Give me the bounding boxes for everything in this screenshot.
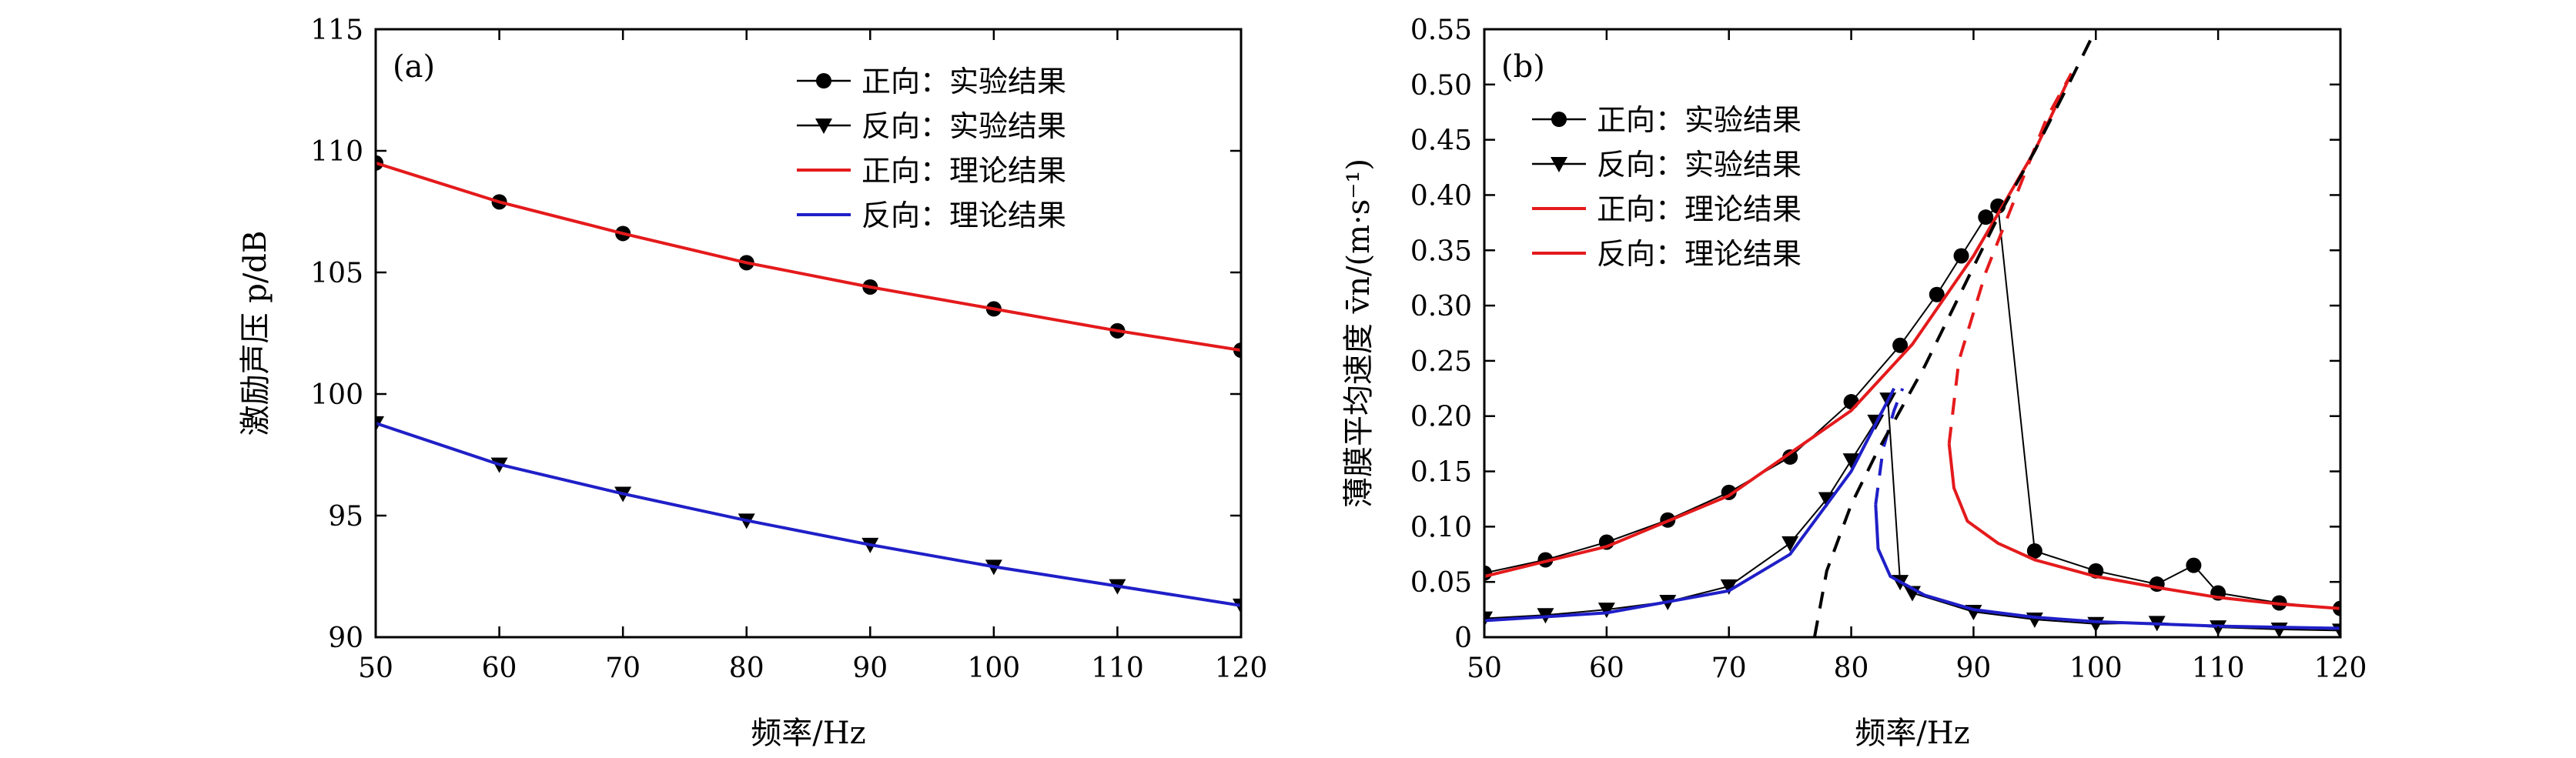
legend-label: 反向：理论结果: [1597, 237, 1802, 271]
legend-label: 正向：实验结果: [861, 65, 1066, 99]
legend-swatch-marker: [1551, 112, 1567, 127]
series-b-0-point: [2026, 543, 2042, 559]
chart-panel-b: 50 60 70 80 90 100 110 120 0 0.05 0.10 0.15 0.20 0.25…: [1341, 15, 2367, 751]
legend-swatch-marker: [1551, 157, 1567, 172]
y-tick-label: 95: [328, 501, 363, 533]
series-b-1-point: [1781, 536, 1799, 552]
y-tick-label: 0.15: [1410, 457, 1472, 489]
y-tick-label: 115: [310, 15, 363, 46]
legend-label: 正向：理论结果: [861, 154, 1066, 188]
series-group: [1484, 29, 2340, 637]
legend-label: 正向：实验结果: [1597, 103, 1802, 137]
series-b-1-point: [1842, 453, 1860, 469]
y-tick-label: 0.20: [1410, 402, 1472, 433]
chart-panel-a: 50 60 70 80 90 100 110 120 90 95 100 105 110 115 频率/Hz…: [238, 15, 1267, 751]
y-tick-label: 0.05: [1410, 567, 1472, 599]
y-tick-label: 0.10: [1410, 512, 1472, 543]
y-tick-label: 0.25: [1410, 346, 1472, 378]
x-tick-label: 60: [1589, 653, 1624, 684]
series-a-3-line: [376, 422, 1241, 607]
y-tick-label: 0: [1454, 623, 1472, 654]
series-a-1-connector: [376, 422, 1241, 606]
legend-swatch-marker: [815, 119, 832, 134]
x-tick-label: 80: [729, 653, 764, 684]
legend-swatch-marker: [816, 73, 831, 88]
series-b-0-point: [1843, 394, 1859, 410]
series-b-0-point: [2186, 557, 2202, 573]
panel-label: (b): [1501, 49, 1545, 85]
y-tick-label: 100: [310, 379, 363, 411]
y-tick-label: 0.45: [1410, 125, 1472, 157]
series-b-5-line: [1484, 387, 1895, 623]
legend-label: 反向：实验结果: [861, 109, 1066, 143]
x-tick-label: 120: [2314, 653, 2367, 684]
y-tick-label: 110: [310, 136, 363, 168]
x-tick-label: 110: [2192, 653, 2245, 684]
y-tick-label: 0.40: [1410, 180, 1472, 212]
series-b-0-point: [1782, 449, 1798, 465]
legend-label: 正向：理论结果: [1597, 192, 1802, 226]
x-tick-label: 70: [1711, 653, 1747, 684]
series-b-0-point: [1892, 337, 1909, 353]
y-tick-label: 0.30: [1410, 291, 1472, 322]
series-group: [376, 155, 1241, 614]
series-a-0-connector: [376, 162, 1241, 352]
series-b-1-point: [1484, 611, 1493, 627]
panel-label: (a): [393, 49, 435, 85]
x-tick-label: 50: [1467, 653, 1502, 684]
x-tick-label: 90: [852, 653, 888, 684]
series-b-0-point: [1953, 248, 1969, 264]
series-b-2-line: [1484, 72, 2073, 578]
x-tick-label: 80: [1834, 653, 1869, 684]
series-b-8-line: [1812, 29, 2098, 637]
series-b-0-point: [1929, 286, 1945, 302]
y-axis-label: 薄膜平均速度 v̄n/(m·s⁻¹): [1341, 159, 1377, 508]
y-tick-label: 105: [310, 258, 363, 289]
x-tick-label: 90: [1956, 653, 1992, 684]
x-tick-label: 100: [2069, 653, 2123, 684]
x-tick-label: 50: [358, 653, 393, 684]
series-b-7-line: [1874, 388, 1905, 505]
y-tick-label: 0.35: [1410, 235, 1472, 267]
y-axis-label: 激励声压 p/dB: [238, 231, 273, 436]
plot-frame: [1483, 28, 2342, 639]
x-tick-label: 70: [605, 653, 641, 684]
series-b-1-point: [1597, 603, 1615, 619]
series-a-2-line: [376, 161, 1241, 352]
series-b-6-line: [1874, 504, 2340, 630]
x-tick-label: 120: [1215, 653, 1268, 684]
series-b-1-point: [1720, 579, 1738, 595]
x-tick-label: 60: [482, 653, 517, 684]
x-axis-label: 频率/Hz: [1855, 716, 1969, 751]
y-tick-label: 0.50: [1410, 70, 1472, 102]
y-tick-label: 0.55: [1410, 15, 1472, 46]
series-b-0-point: [1978, 209, 1994, 225]
series-b-3-line: [1947, 443, 2340, 610]
legend-label: 反向：实验结果: [1597, 148, 1802, 182]
x-axis-label: 频率/Hz: [751, 716, 865, 751]
legend-label: 反向：理论结果: [861, 199, 1066, 232]
y-tick-label: 90: [328, 623, 363, 654]
plot-frame: [374, 28, 1243, 639]
x-tick-label: 100: [967, 653, 1020, 684]
series-b-4-line: [1947, 72, 2073, 444]
x-tick-label: 110: [1091, 653, 1144, 684]
series-b-1-point: [1818, 492, 1835, 508]
